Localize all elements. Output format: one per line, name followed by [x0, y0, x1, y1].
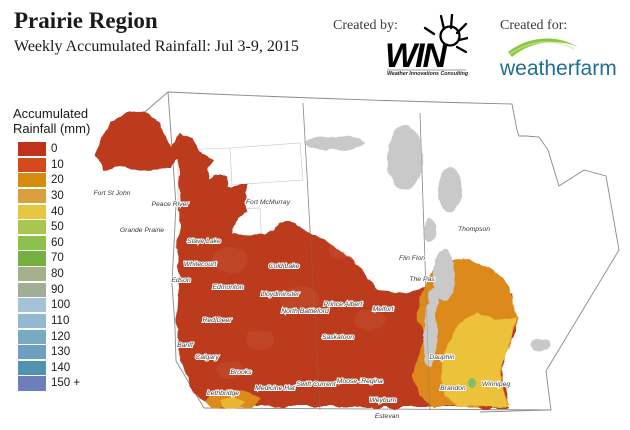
svg-text:North Battleford: North Battleford [281, 308, 329, 315]
svg-text:Fort McMurray: Fort McMurray [246, 199, 291, 206]
svg-text:Cold Lake: Cold Lake [269, 263, 300, 270]
svg-text:Dauphin: Dauphin [429, 354, 455, 361]
svg-text:Slave Lake: Slave Lake [187, 238, 221, 245]
svg-text:Brooks: Brooks [230, 369, 252, 376]
svg-text:Fort St John: Fort St John [93, 190, 130, 197]
svg-text:Peace River: Peace River [151, 201, 189, 208]
svg-text:Flin Flon: Flin Flon [399, 255, 425, 262]
svg-text:Saskatoon: Saskatoon [322, 334, 354, 341]
svg-text:Lloydminster: Lloydminster [261, 291, 300, 298]
svg-text:Lethbridge: Lethbridge [207, 390, 239, 397]
svg-text:Edson: Edson [171, 277, 190, 284]
svg-text:Grande Prairie: Grande Prairie [120, 227, 164, 234]
svg-text:Weyburn: Weyburn [369, 397, 396, 404]
svg-text:Swift Current: Swift Current [296, 381, 336, 388]
svg-text:The Pas: The Pas [409, 276, 435, 283]
svg-text:Medicine Hat: Medicine Hat [255, 385, 296, 392]
svg-text:Estevan: Estevan [375, 413, 400, 420]
svg-text:Regina: Regina [361, 378, 383, 385]
svg-text:Calgary: Calgary [195, 354, 219, 361]
svg-text:Red Deer: Red Deer [202, 317, 232, 324]
svg-text:Thompson: Thompson [458, 226, 490, 233]
svg-text:Prince Albert: Prince Albert [324, 301, 364, 308]
svg-text:Brandon: Brandon [440, 385, 466, 392]
svg-text:Banff: Banff [177, 342, 194, 349]
svg-text:Melfort: Melfort [373, 306, 395, 313]
svg-text:Edmonton: Edmonton [213, 284, 244, 291]
svg-text:Winnipeg: Winnipeg [482, 381, 510, 388]
svg-text:Whitecourt: Whitecourt [184, 261, 218, 268]
